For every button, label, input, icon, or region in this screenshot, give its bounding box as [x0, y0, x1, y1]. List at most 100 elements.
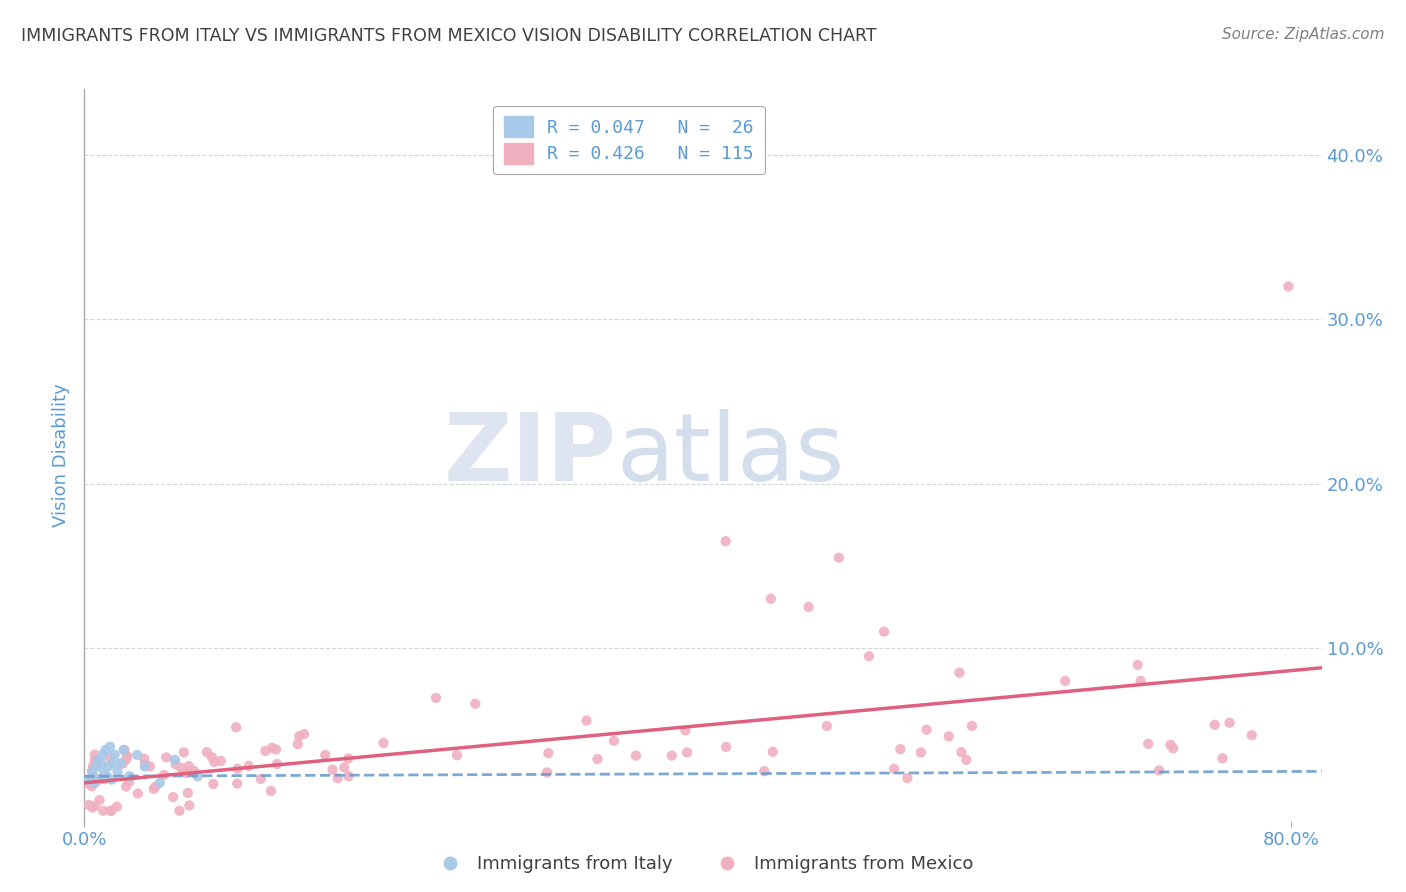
Point	[165, 757, 187, 772]
Point	[759, 591, 782, 606]
Point	[90, 772, 112, 786]
Point	[177, 759, 200, 773]
Point	[115, 780, 138, 794]
Point	[94, 743, 117, 757]
Point	[179, 798, 201, 813]
Text: atlas: atlas	[616, 409, 845, 501]
Point	[815, 719, 838, 733]
Point	[226, 762, 249, 776]
Point	[1219, 715, 1241, 730]
Point	[132, 752, 155, 766]
Point	[537, 746, 560, 760]
Point	[202, 777, 225, 791]
Point	[950, 745, 973, 759]
Point	[169, 804, 191, 818]
Point	[1211, 751, 1233, 765]
Point	[83, 747, 105, 762]
Point	[464, 697, 486, 711]
Point	[266, 757, 288, 772]
Y-axis label: Vision Disability: Vision Disability	[52, 383, 70, 527]
Point	[162, 790, 184, 805]
Point	[145, 780, 167, 794]
Point	[96, 769, 118, 783]
Point	[83, 753, 105, 767]
Point	[1126, 657, 1149, 672]
Point	[288, 729, 311, 743]
Point	[77, 777, 100, 791]
Text: IMMIGRANTS FROM ITALY VS IMMIGRANTS FROM MEXICO VISION DISABILITY CORRELATION CH: IMMIGRANTS FROM ITALY VS IMMIGRANTS FROM…	[21, 27, 877, 45]
Point	[127, 787, 149, 801]
Point	[536, 765, 558, 780]
Point	[80, 774, 103, 789]
Point	[202, 755, 225, 769]
Point	[97, 759, 120, 773]
Point	[91, 804, 114, 818]
Point	[661, 748, 683, 763]
Point	[93, 772, 115, 786]
Point	[91, 747, 114, 762]
Point	[896, 771, 918, 785]
Point	[82, 769, 104, 783]
Point	[209, 754, 232, 768]
Text: ZIP: ZIP	[443, 409, 616, 501]
Point	[177, 786, 200, 800]
Point	[910, 746, 932, 760]
Point	[373, 736, 395, 750]
Point	[77, 776, 100, 790]
Point	[115, 752, 138, 766]
Legend: Immigrants from Italy, Immigrants from Mexico: Immigrants from Italy, Immigrants from M…	[427, 850, 979, 879]
Point	[83, 798, 105, 813]
Point	[322, 763, 344, 777]
Point	[858, 649, 880, 664]
Point	[948, 665, 970, 680]
Point	[1277, 279, 1299, 293]
Point	[89, 772, 111, 787]
Point	[889, 742, 911, 756]
Point	[624, 748, 647, 763]
Point	[114, 743, 136, 757]
Point	[938, 730, 960, 744]
Point	[1129, 673, 1152, 688]
Point	[314, 747, 336, 762]
Point	[797, 599, 820, 614]
Point	[94, 772, 117, 786]
Point	[98, 750, 121, 764]
Point	[260, 784, 283, 798]
Text: Source: ZipAtlas.com: Source: ZipAtlas.com	[1222, 27, 1385, 42]
Point	[170, 761, 193, 775]
Point	[446, 748, 468, 763]
Point	[87, 753, 110, 767]
Point	[90, 772, 112, 786]
Point	[762, 745, 785, 759]
Point	[127, 747, 149, 762]
Point	[1204, 718, 1226, 732]
Point	[112, 743, 135, 757]
Point	[195, 745, 218, 759]
Point	[225, 720, 247, 734]
Point	[186, 769, 208, 783]
Point	[139, 759, 162, 773]
Point	[98, 739, 121, 754]
Point	[134, 757, 156, 772]
Legend: R = 0.047   N =  26, R = 0.426   N = 115: R = 0.047 N = 26, R = 0.426 N = 115	[494, 105, 765, 174]
Point	[955, 753, 977, 767]
Point	[77, 772, 100, 787]
Point	[90, 756, 112, 771]
Point	[292, 727, 315, 741]
Point	[80, 773, 103, 788]
Point	[107, 764, 129, 779]
Point	[326, 771, 349, 785]
Point	[828, 550, 851, 565]
Point	[676, 746, 699, 760]
Point	[82, 800, 104, 814]
Point	[101, 756, 124, 771]
Point	[960, 719, 983, 733]
Point	[754, 764, 776, 779]
Point	[333, 760, 356, 774]
Point	[575, 714, 598, 728]
Point	[118, 769, 141, 783]
Point	[1160, 738, 1182, 752]
Point	[238, 759, 260, 773]
Point	[82, 759, 104, 773]
Point	[82, 763, 104, 777]
